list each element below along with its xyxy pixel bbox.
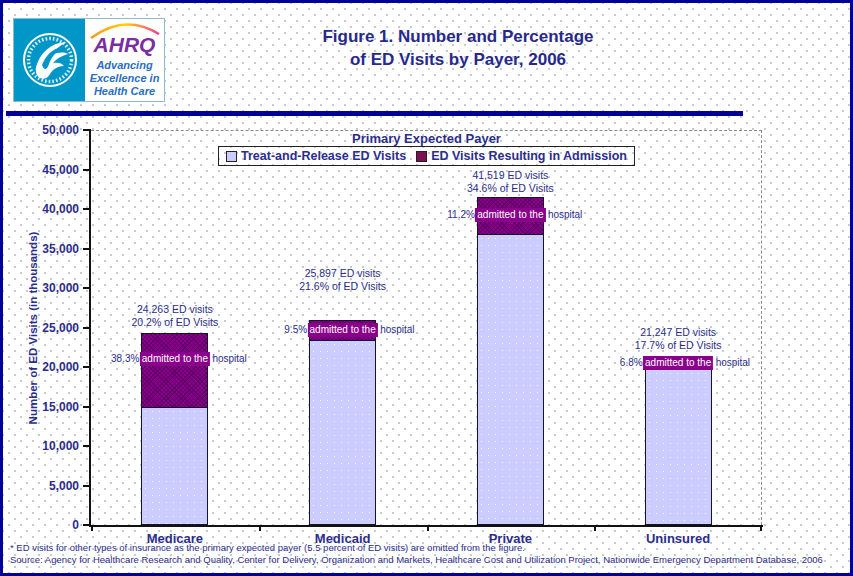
legend: Treat-and-Release ED Visits ED Visits Re… <box>91 146 762 166</box>
admitted-hospital-label: hospital <box>716 356 750 370</box>
admitted-pct-label: 11.2% <box>3 208 475 222</box>
admitted-pct-label: 9.5% <box>3 323 307 337</box>
legend-box: Treat-and-Release ED Visits ED Visits Re… <box>218 146 635 166</box>
bar-share-label: 34.6% of ED Visits <box>425 182 595 195</box>
admitted-pct-label: 6.8% <box>3 356 643 370</box>
y-axis-tick-label: 10,000 <box>3 439 79 453</box>
y-axis-tick-mark <box>83 129 91 131</box>
bar-share-label: 17.7% of ED Visits <box>593 339 763 352</box>
bar-count-label: 25,897 ED visits21.6% of ED Visits <box>258 267 428 293</box>
chart-region: Primary Expected Payer Treat-and-Release… <box>3 3 853 576</box>
bar-segment-treat-release <box>645 369 712 525</box>
y-axis-tick-label: 15,000 <box>3 400 79 414</box>
treat-release-swatch-icon <box>226 151 237 162</box>
admitted-text-label: admitted to the <box>643 356 713 370</box>
bar-segment-admission <box>141 333 208 407</box>
admitted-hospital-label: hospital <box>380 323 414 337</box>
legend-label: Treat-and-Release ED Visits <box>241 149 406 163</box>
admitted-text-label: admitted to the <box>475 208 545 222</box>
bar-visits-label: 24,263 ED visits <box>90 303 260 316</box>
y-axis-tick-label: 35,000 <box>3 242 79 256</box>
bar-count-label: 21,247 ED visits17.7% of ED Visits <box>593 326 763 352</box>
y-axis-tick-label: 50,000 <box>3 123 79 137</box>
bar-share-label: 21.6% of ED Visits <box>258 280 428 293</box>
legend-label: ED Visits Resulting in Admission <box>431 149 627 163</box>
y-axis-tick-mark <box>83 524 91 526</box>
y-axis-tick-mark <box>83 248 91 250</box>
y-axis-tick-mark <box>83 406 91 408</box>
y-axis-tick-label: 0 <box>3 518 79 532</box>
y-axis-tick-label: 30,000 <box>3 281 79 295</box>
y-axis-tick-label: 5,000 <box>3 479 79 493</box>
bar-segment-treat-release <box>141 407 208 525</box>
chart-title: Primary Expected Payer <box>91 131 762 146</box>
admitted-label-row: 6.8%admitted to thehospital <box>3 356 853 370</box>
bar-visits-label: 25,897 ED visits <box>258 267 428 280</box>
footnotes: * ED visits for other types of insurance… <box>10 542 852 566</box>
y-axis-tick-mark <box>83 287 91 289</box>
legend-item-treat-release: Treat-and-Release ED Visits <box>226 149 406 163</box>
bar-visits-label: 21,247 ED visits <box>593 326 763 339</box>
bar-count-label: 41,519 ED visits34.6% of ED Visits <box>425 169 595 195</box>
page: AHRQ Advancing Excellence in Health Care… <box>0 0 853 576</box>
bar-visits-label: 41,519 ED visits <box>425 169 595 182</box>
y-axis-tick-mark <box>83 169 91 171</box>
admitted-hospital-label: hospital <box>548 208 582 222</box>
footnote-source: Source: Agency for Healthcare Research a… <box>10 554 852 566</box>
bar-segment-treat-release <box>477 234 544 525</box>
admitted-text-label: admitted to the <box>308 323 378 337</box>
y-axis-tick-label: 45,000 <box>3 163 79 177</box>
admitted-label-row: 11.2%admitted to thehospital <box>3 208 853 222</box>
y-axis-tick-mark <box>83 445 91 447</box>
legend-item-admission: ED Visits Resulting in Admission <box>416 149 627 163</box>
admission-swatch-icon <box>416 151 427 162</box>
y-axis-tick-mark <box>83 485 91 487</box>
footnote-asterisk: * ED visits for other types of insurance… <box>10 542 852 554</box>
